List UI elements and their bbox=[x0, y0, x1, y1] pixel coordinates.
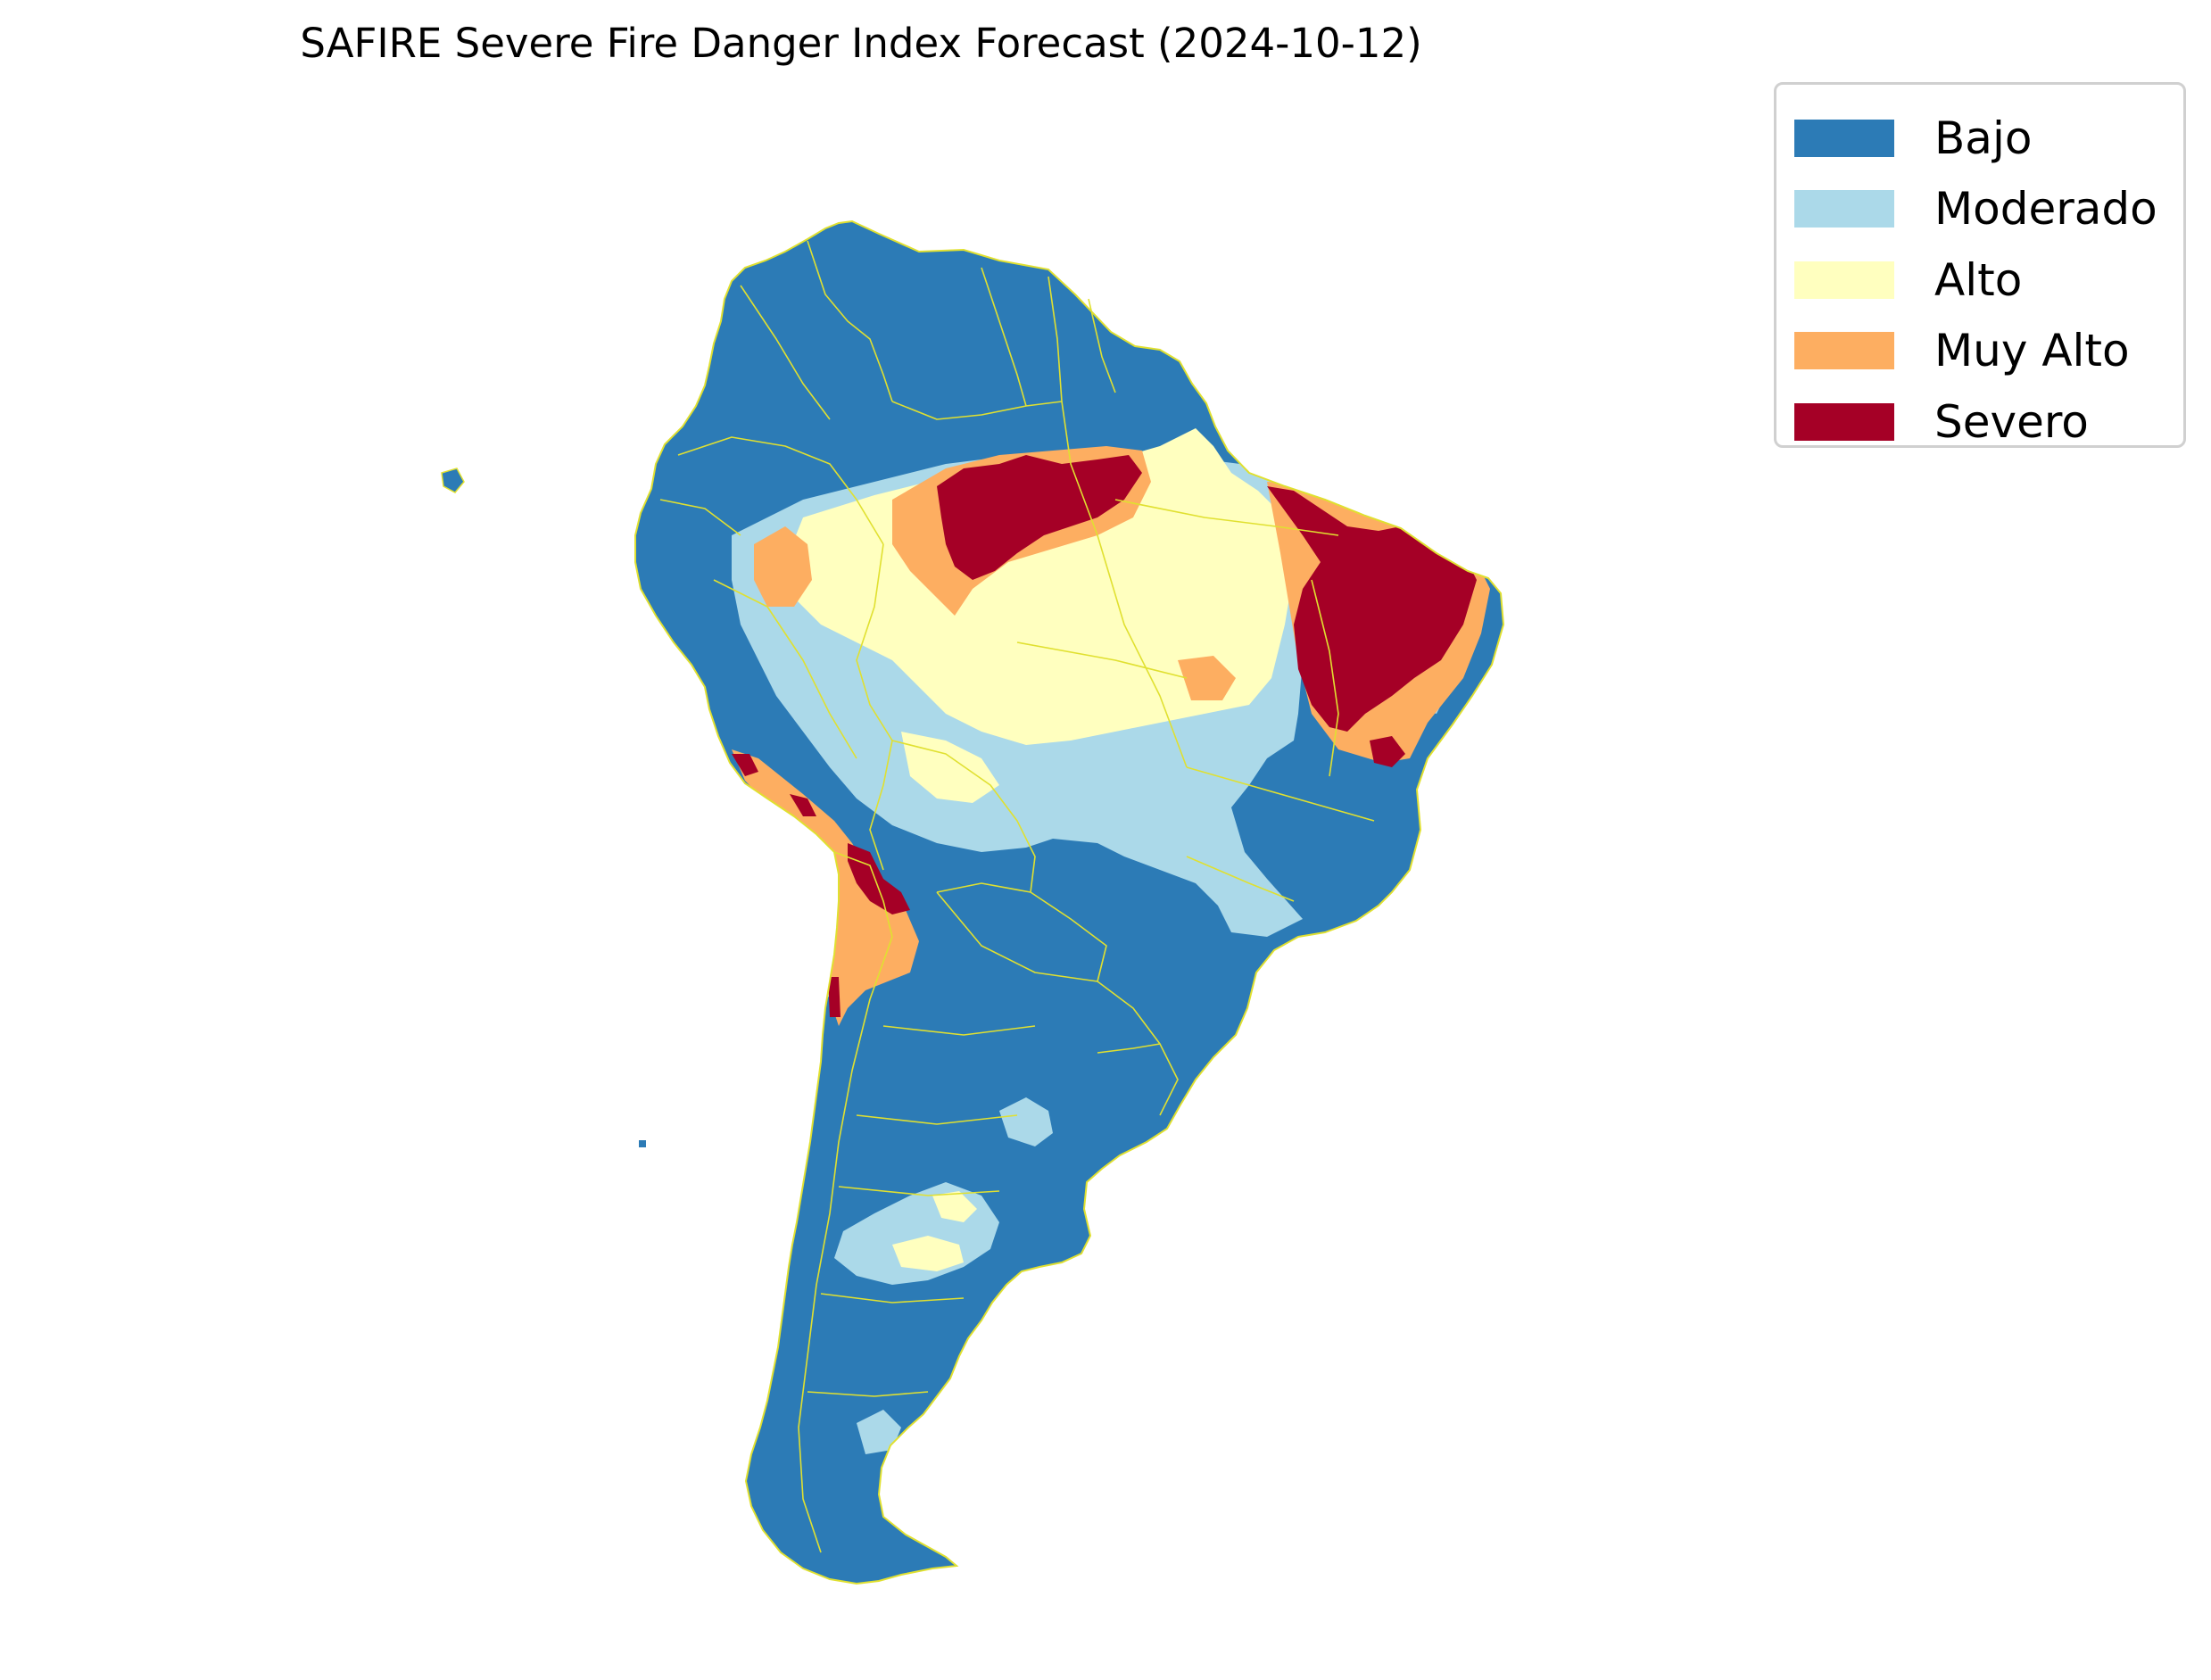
border-peru-brazil bbox=[856, 543, 893, 741]
legend-label-bajo: Bajo bbox=[1934, 112, 2033, 164]
legend-label-severo: Severo bbox=[1934, 395, 2089, 448]
zone-severo-peru bbox=[732, 754, 758, 776]
border-argentina-provinces-1 bbox=[882, 1025, 1036, 1036]
legend-swatch-alto bbox=[1794, 261, 1894, 299]
legend-label-muy-alto: Muy Alto bbox=[1934, 325, 2130, 377]
legend-label-moderado: Moderado bbox=[1934, 183, 2157, 236]
zone-severo-northeast bbox=[1267, 486, 1477, 732]
zone-alto-patagonia bbox=[892, 1236, 964, 1271]
legend-item-moderado: Moderado bbox=[1794, 174, 2183, 245]
border-argentina-brazil bbox=[1097, 981, 1161, 1045]
border-venezuela-brazil bbox=[891, 401, 1063, 420]
border-bolivia-paraguay bbox=[936, 882, 1031, 893]
galapagos-islands bbox=[441, 468, 465, 493]
legend-swatch-severo bbox=[1794, 402, 1894, 441]
border-brazil-states-1 bbox=[1061, 401, 1188, 768]
border-chile-argentina bbox=[798, 936, 893, 1553]
legend-swatch-bajo bbox=[1794, 119, 1894, 157]
legend-swatch-muy-alto bbox=[1794, 332, 1894, 370]
zone-moderado-patagonia-south bbox=[857, 1410, 901, 1454]
legend-item-alto: Alto bbox=[1794, 244, 2183, 316]
legend: Bajo Moderado Alto Muy Alto Severo bbox=[1774, 82, 2186, 448]
zone-moderado-pampa bbox=[999, 1097, 1053, 1146]
zone-muy-alto-andes bbox=[732, 749, 919, 1026]
border-paraguay-brazil bbox=[1030, 891, 1107, 982]
border-colombia-regions bbox=[740, 285, 831, 420]
border-brazil-states-5 bbox=[1016, 641, 1188, 679]
border-brazil-states-3 bbox=[1186, 766, 1375, 822]
zone-severo-chile bbox=[828, 977, 841, 1017]
border-brazil-states-6 bbox=[1186, 856, 1295, 902]
border-argentina-provinces-3 bbox=[838, 1186, 1000, 1196]
border-french-guiana bbox=[1088, 298, 1116, 393]
zone-severo-east bbox=[1370, 736, 1405, 767]
border-chile-bolivia bbox=[833, 851, 893, 938]
map-title: SAFIRE Severe Fire Danger Index Forecast… bbox=[300, 20, 1422, 67]
legend-item-muy-alto: Muy Alto bbox=[1794, 316, 2183, 387]
border-brazil-states-4 bbox=[1311, 579, 1339, 777]
zone-alto-pampa bbox=[932, 1191, 977, 1222]
country-borders bbox=[659, 240, 1375, 1553]
zone-severo-andes bbox=[848, 843, 910, 914]
zone-muy-alto-cerrado bbox=[1178, 656, 1236, 700]
border-bolivia-brazil bbox=[891, 740, 1036, 893]
border-ecuador-peru bbox=[659, 499, 741, 536]
zone-muy-alto-west bbox=[754, 526, 812, 607]
border-argentina-provinces-2 bbox=[856, 1114, 1018, 1125]
legend-item-severo: Severo bbox=[1794, 386, 2183, 458]
danger-zones bbox=[732, 428, 1490, 1454]
border-guyana bbox=[981, 267, 1027, 407]
border-peru-regions bbox=[713, 579, 857, 759]
border-brazil-states-2 bbox=[1114, 499, 1339, 536]
legend-item-bajo: Bajo bbox=[1794, 103, 2183, 174]
legend-label-alto: Alto bbox=[1934, 253, 2023, 306]
zone-severo-amazon bbox=[937, 455, 1142, 580]
border-suriname bbox=[1048, 276, 1063, 402]
border-argentina-provinces-4 bbox=[820, 1293, 965, 1303]
border-colombia-ecuador-peru bbox=[677, 436, 884, 545]
island-offshore-chile bbox=[639, 1140, 646, 1147]
border-argentina-provinces-5 bbox=[807, 1391, 929, 1397]
zone-severo-peru-south bbox=[790, 794, 816, 816]
border-peru-bolivia bbox=[869, 740, 893, 871]
border-uruguay bbox=[1097, 1043, 1179, 1116]
continent-land bbox=[635, 221, 1503, 1584]
legend-swatch-moderado bbox=[1794, 190, 1894, 228]
border-argentina-paraguay bbox=[936, 891, 1098, 982]
border-colombia-venezuela bbox=[807, 240, 893, 402]
islands bbox=[441, 468, 646, 1147]
